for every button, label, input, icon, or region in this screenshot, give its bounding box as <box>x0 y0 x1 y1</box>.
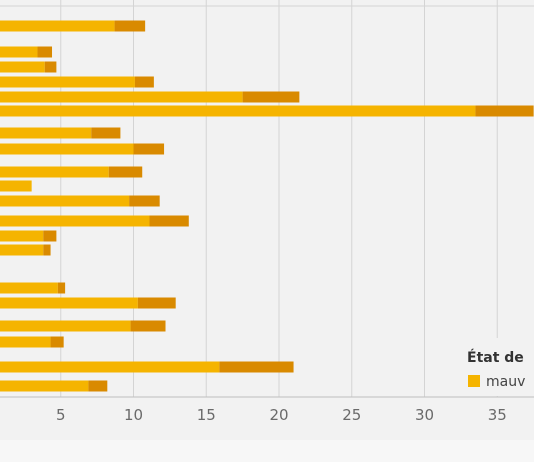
bar-row-21-mauv <box>0 380 89 392</box>
bar-row-6-segment-2 <box>475 105 534 117</box>
legend-swatch-mauv <box>468 375 480 387</box>
bar-row-1-mauv <box>0 20 115 32</box>
bar-row-5-segment-2 <box>242 91 300 103</box>
bar-row-17-mauv <box>0 297 138 309</box>
bar-row-11-mauv <box>0 195 130 207</box>
x-axis-ticks: 5 10 15 20 25 30 35 <box>56 406 507 424</box>
bar-row-10-mauv <box>0 180 32 192</box>
x-tick-label-5: 5 <box>56 406 66 424</box>
bar-row-20-mauv <box>0 361 220 373</box>
bar-row-20-segment-2 <box>219 361 294 373</box>
x-tick-label-15: 15 <box>197 406 216 424</box>
x-tick-label-20: 20 <box>269 406 288 424</box>
bar-row-5-mauv <box>0 91 243 103</box>
legend-title: État de <box>467 349 524 366</box>
bar-row-14-mauv <box>0 244 44 256</box>
bar-row-18-segment-2 <box>130 320 166 332</box>
bar-row-12-mauv <box>0 215 150 227</box>
bar-row-13-mauv <box>0 230 44 242</box>
bar-row-14-segment-2 <box>43 244 51 256</box>
bar-row-6-mauv <box>0 105 476 117</box>
bar-row-13-segment-2 <box>43 230 57 242</box>
bar-row-21-segment-2 <box>88 380 108 392</box>
bar-row-16-mauv <box>0 282 58 294</box>
bar-row-7-segment-2 <box>91 127 121 139</box>
bar-row-12-segment-2 <box>149 215 189 227</box>
bar-row-9-segment-2 <box>108 166 143 178</box>
bar-row-2-segment-2 <box>37 46 53 58</box>
x-tick-label-30: 30 <box>415 406 434 424</box>
bar-row-3-segment-2 <box>44 61 57 73</box>
x-tick-label-25: 25 <box>342 406 361 424</box>
bar-row-8-segment-2 <box>133 143 165 155</box>
legend: État de mauv <box>460 338 534 396</box>
bar-row-9-mauv <box>0 166 109 178</box>
bar-row-1-segment-2 <box>114 20 146 32</box>
bar-row-4-segment-2 <box>134 76 154 88</box>
bar-row-2-mauv <box>0 46 38 58</box>
bar-row-4-mauv <box>0 76 135 88</box>
x-tick-label-35: 35 <box>488 406 507 424</box>
legend-item-mauv: mauv <box>486 374 525 390</box>
bar-row-11-segment-2 <box>129 195 160 207</box>
bar-row-3-mauv <box>0 61 45 73</box>
bar-row-18-mauv <box>0 320 131 332</box>
footer-strip <box>0 440 534 462</box>
bar-row-16-segment-2 <box>57 282 66 294</box>
stacked-bar-chart: 5 10 15 20 25 30 35 État de mauv <box>0 0 534 424</box>
bar-row-7-mauv <box>0 127 92 139</box>
chart-svg: 5 10 15 20 25 30 35 État de mauv <box>0 0 534 424</box>
bars <box>0 20 534 392</box>
bar-row-19-segment-2 <box>50 336 64 348</box>
bar-row-8-mauv <box>0 143 134 155</box>
bar-row-17-segment-2 <box>137 297 176 309</box>
x-tick-label-10: 10 <box>124 406 143 424</box>
bar-row-19-mauv <box>0 336 51 348</box>
